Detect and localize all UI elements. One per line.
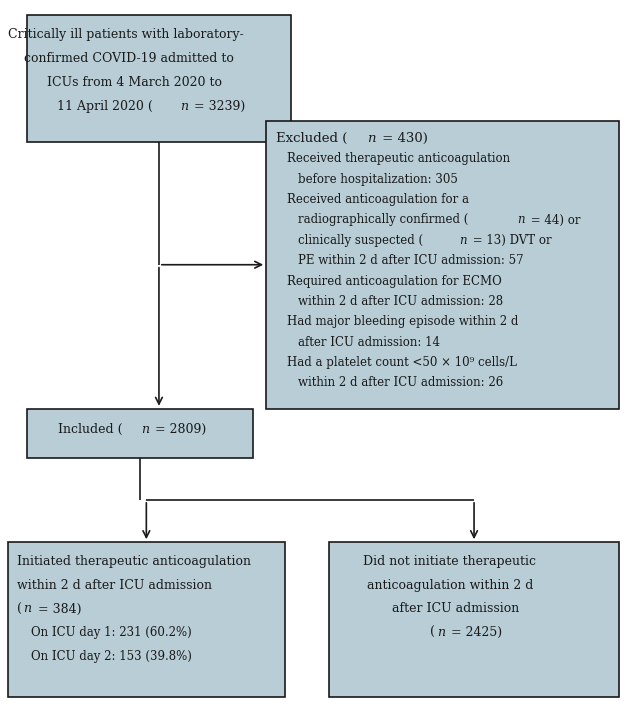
Text: Excluded (: Excluded ( — [275, 132, 347, 145]
Text: 11 April 2020 (: 11 April 2020 ( — [57, 99, 153, 113]
Text: Required anticoagulation for ECMO: Required anticoagulation for ECMO — [287, 274, 501, 288]
Text: n: n — [517, 214, 525, 226]
Text: = 384): = 384) — [34, 603, 82, 615]
Text: n: n — [437, 626, 445, 639]
FancyBboxPatch shape — [329, 542, 619, 697]
Text: = 44) or: = 44) or — [527, 214, 580, 226]
Text: confirmed COVID-19 admitted to: confirmed COVID-19 admitted to — [24, 52, 234, 65]
Text: = 3239): = 3239) — [190, 99, 246, 113]
Text: clinically suspected (: clinically suspected ( — [298, 234, 423, 247]
Text: n: n — [23, 603, 32, 615]
Text: before hospitalization: 305: before hospitalization: 305 — [298, 173, 458, 185]
Text: within 2 d after ICU admission: 26: within 2 d after ICU admission: 26 — [298, 376, 503, 389]
Text: (: ( — [430, 626, 436, 639]
Text: Had major bleeding episode within 2 d: Had major bleeding episode within 2 d — [287, 315, 518, 329]
Text: = 430): = 430) — [378, 132, 428, 145]
Text: = 13) DVT or: = 13) DVT or — [469, 234, 551, 247]
Text: Received therapeutic anticoagulation: Received therapeutic anticoagulation — [287, 152, 510, 166]
Text: On ICU day 2: 153 (39.8%): On ICU day 2: 153 (39.8%) — [31, 650, 192, 663]
Text: Initiated therapeutic anticoagulation: Initiated therapeutic anticoagulation — [17, 555, 251, 568]
Text: Received anticoagulation for a: Received anticoagulation for a — [287, 193, 469, 206]
FancyBboxPatch shape — [266, 121, 619, 409]
Text: n: n — [459, 234, 467, 247]
Text: Had a platelet count <50 × 10⁹ cells/L: Had a platelet count <50 × 10⁹ cells/L — [287, 356, 517, 369]
Text: within 2 d after ICU admission: within 2 d after ICU admission — [17, 579, 212, 591]
Text: On ICU day 1: 231 (60.2%): On ICU day 1: 231 (60.2%) — [31, 626, 192, 639]
Text: (: ( — [17, 603, 22, 615]
Text: = 2425): = 2425) — [447, 626, 502, 639]
Text: n: n — [141, 423, 149, 436]
FancyBboxPatch shape — [8, 542, 285, 697]
Text: Included (: Included ( — [58, 423, 123, 436]
Text: ICUs from 4 March 2020 to: ICUs from 4 March 2020 to — [47, 76, 222, 89]
Text: radiographically confirmed (: radiographically confirmed ( — [298, 214, 468, 226]
Text: = 2809): = 2809) — [151, 423, 206, 436]
Text: after ICU admission: after ICU admission — [392, 603, 520, 615]
FancyBboxPatch shape — [27, 16, 291, 142]
FancyBboxPatch shape — [27, 409, 253, 458]
Text: n: n — [180, 99, 188, 113]
Text: after ICU admission: 14: after ICU admission: 14 — [298, 336, 440, 349]
Text: Critically ill patients with laboratory-: Critically ill patients with laboratory- — [8, 28, 243, 41]
Text: n: n — [367, 132, 376, 145]
Text: PE within 2 d after ICU admission: 57: PE within 2 d after ICU admission: 57 — [298, 255, 524, 267]
Text: Did not initiate therapeutic: Did not initiate therapeutic — [363, 555, 536, 568]
Text: anticoagulation within 2 d: anticoagulation within 2 d — [367, 579, 534, 591]
Text: within 2 d after ICU admission: 28: within 2 d after ICU admission: 28 — [298, 295, 503, 308]
